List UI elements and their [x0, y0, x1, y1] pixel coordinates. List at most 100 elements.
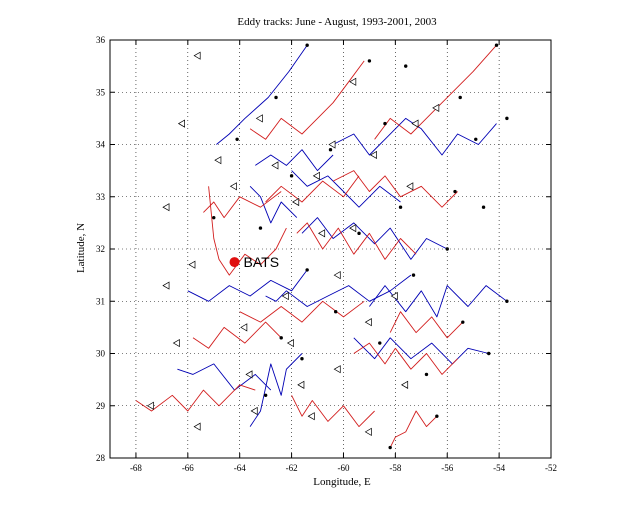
track-end-triangle-4: [172, 338, 180, 348]
eddy-track-22: [135, 384, 256, 412]
eddy-track-13: [249, 60, 365, 140]
y-tick-label-6: 34: [96, 140, 106, 150]
track-start-dot-2: [404, 64, 408, 68]
track-end-triangle-22: [333, 271, 341, 280]
x-axis-label: Longitude, E: [313, 476, 371, 488]
eddy-track-6: [249, 353, 303, 427]
x-tick-label-5: -58: [389, 463, 401, 473]
track-end-triangle-29: [401, 380, 409, 389]
track-start-dot-11: [487, 351, 491, 356]
track-start-dot-20: [279, 336, 283, 340]
bats-station-marker: [229, 257, 240, 268]
track-start-dot-30: [383, 121, 387, 126]
eddy-track-11: [291, 170, 401, 208]
track-end-triangle-19: [250, 406, 258, 416]
track-start-dot-13: [388, 445, 392, 450]
track-start-dot-4: [305, 43, 309, 47]
track-start-dot-0: [494, 43, 499, 47]
eddy-track-16: [203, 191, 282, 219]
x-tick-label-8: -52: [545, 463, 557, 473]
y-tick-label-4: 32: [96, 244, 105, 254]
track-start-dot-25: [333, 310, 338, 314]
y-tick-label-3: 31: [96, 296, 105, 306]
y-tick-label-7: 35: [96, 87, 106, 97]
track-start-dot-24: [424, 372, 429, 377]
chart-title: Eddy tracks: June - August, 1993-2001, 2…: [237, 16, 437, 28]
eddy-track-8: [301, 217, 448, 260]
track-end-triangle-9: [188, 260, 196, 269]
track-end-triangle-11: [328, 140, 336, 149]
track-end-triangle-12: [312, 171, 320, 180]
track-start-dot-9: [505, 299, 509, 303]
eddy-track-19: [353, 342, 458, 375]
eddy-track-21: [192, 321, 282, 349]
track-start-dot-17: [289, 174, 294, 178]
eddy-track-18: [389, 311, 464, 339]
track-end-triangle-32: [255, 114, 263, 123]
track-end-triangle-16: [286, 338, 294, 348]
eddy-track-2: [369, 285, 508, 318]
track-end-triangle-14: [318, 229, 326, 238]
track-start-dot-26: [274, 95, 278, 100]
track-start-dot-29: [398, 205, 403, 209]
eddy-track-23: [389, 410, 438, 448]
eddy-tracks: [135, 44, 508, 448]
x-tick-label-6: -56: [441, 463, 453, 473]
track-start-dot-6: [453, 189, 457, 194]
track-end-triangle-15: [281, 291, 289, 301]
eddy-track-24: [291, 395, 375, 428]
eddy-track-25: [296, 222, 417, 260]
track-end-triangle-26: [411, 119, 419, 128]
track-end-triangle-30: [364, 427, 372, 436]
bats-station-label: BATS: [244, 254, 280, 270]
bats-station: BATS: [229, 254, 280, 270]
track-end-triangle-27: [406, 182, 414, 191]
track-start-dot-27: [235, 137, 239, 141]
track-start-dot-16: [328, 148, 333, 152]
y-tick-label-8: 36: [96, 35, 106, 45]
track-start-dot-22: [263, 393, 268, 397]
track-end-triangle-2: [214, 156, 222, 165]
track-start-dot-23: [378, 341, 382, 345]
y-tick-label-2: 30: [96, 349, 106, 359]
track-end-triangle-7: [229, 182, 237, 191]
eddy-track-3: [353, 337, 489, 365]
track-start-dot-3: [367, 59, 372, 63]
track-start-dot-1: [458, 95, 462, 100]
x-axis-ticks: -68 -66 -64 -62 -60 -58 -56 -54 -52: [130, 40, 557, 473]
track-end-triangle-31: [432, 103, 440, 113]
track-start-dot-5: [474, 137, 478, 141]
track-start-dot-21: [300, 357, 304, 361]
x-tick-label-0: -68: [130, 463, 142, 473]
track-start-dot-7: [481, 205, 486, 209]
eddy-track-10: [249, 185, 298, 224]
track-start-dot-12: [435, 414, 439, 418]
track-start-markers: [212, 43, 509, 450]
track-start-dot-10: [461, 320, 465, 324]
track-end-triangle-13: [292, 197, 300, 207]
track-end-triangle-17: [297, 380, 305, 389]
track-end-triangle-33: [240, 323, 248, 332]
track-end-triangle-24: [333, 365, 341, 374]
eddy-track-14: [332, 170, 458, 208]
track-end-triangle-1: [177, 119, 185, 128]
y-axis-ticks: 28 29 30 31 32 33 34 35 36: [96, 35, 551, 463]
track-end-triangle-3: [162, 281, 170, 290]
x-tick-label-3: -62: [286, 463, 298, 473]
x-tick-label-4: -60: [337, 463, 349, 473]
track-end-markers: [146, 51, 440, 436]
track-end-triangle-8: [162, 203, 170, 212]
track-end-triangle-6: [193, 422, 201, 431]
eddy-track-4: [265, 274, 412, 307]
x-tick-label-2: -64: [234, 463, 246, 473]
y-tick-label-5: 33: [96, 192, 106, 202]
y-tick-label-0: 28: [96, 453, 106, 463]
track-end-triangle-28: [390, 291, 398, 301]
track-end-triangle-0: [193, 51, 201, 60]
track-start-dot-14: [411, 273, 416, 277]
track-start-dot-31: [505, 116, 509, 121]
plot-area: BATS: [109, 39, 552, 459]
track-end-triangle-34: [271, 161, 279, 170]
